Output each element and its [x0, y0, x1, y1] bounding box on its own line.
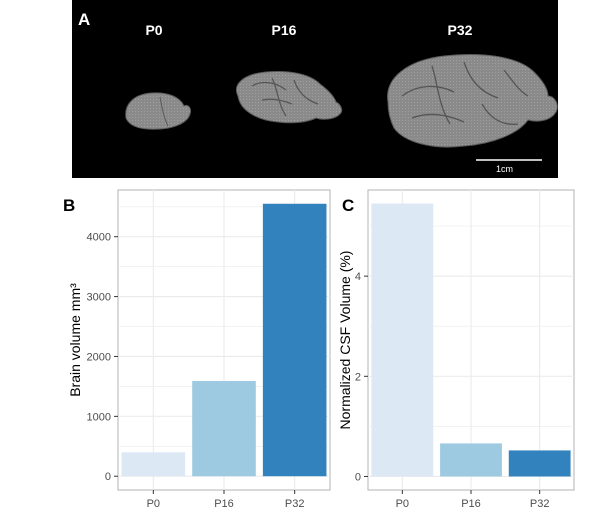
chart-b-bar-p0 — [121, 452, 186, 477]
brain-renders — [125, 54, 558, 161]
chart-c-bar-p16 — [440, 443, 502, 477]
chart-b-ytick-label: 2000 — [87, 351, 111, 363]
chart-b-bar-p32 — [262, 203, 327, 477]
chart-b-ytick-label: 3000 — [87, 292, 111, 304]
chart-c-bar-p0 — [371, 203, 434, 477]
chart-b-ytick-label: 1000 — [87, 411, 111, 423]
chart-c-ytick-label: 4 — [355, 271, 361, 283]
chart-c-ytick-label: 0 — [355, 471, 361, 483]
chart-b-xtick-label: P32 — [285, 498, 305, 510]
chart-b-xtick-label: P0 — [147, 498, 160, 510]
brain-p16-render — [236, 71, 343, 124]
brain-p0-render — [125, 92, 191, 130]
chart-c-bar-p32 — [508, 450, 571, 477]
chart-b-xtick-label: P16 — [214, 498, 234, 510]
scale-bar-label: 1cm — [496, 164, 514, 174]
chart-b-bar-p16 — [192, 381, 256, 477]
chart-c-xtick-label: P16 — [461, 498, 481, 510]
age-label-p0: P0 — [145, 22, 163, 38]
panel-b-letter: B — [63, 196, 76, 215]
panel-a-letter: A — [78, 10, 91, 29]
brain-3d-panel: A P0 P16 P32 1cm — [72, 0, 558, 178]
chart-b-ylabel: Brain volume mm³ — [67, 283, 83, 397]
chart-b-ytick-label: 0 — [105, 471, 111, 483]
chart-c-xtick-label: P32 — [530, 498, 550, 510]
age-label-p16: P16 — [271, 22, 297, 38]
chart-c-ytick-label: 2 — [355, 371, 361, 383]
brain-p32-render — [387, 54, 558, 148]
chart-c-ylabel: Normalized CSF Volume (%) — [337, 251, 353, 430]
panel-c-letter: C — [342, 196, 355, 215]
chart-c-xtick-label: P0 — [396, 498, 409, 510]
chart-b-ytick-label: 4000 — [87, 232, 111, 244]
age-label-p32: P32 — [447, 22, 473, 38]
